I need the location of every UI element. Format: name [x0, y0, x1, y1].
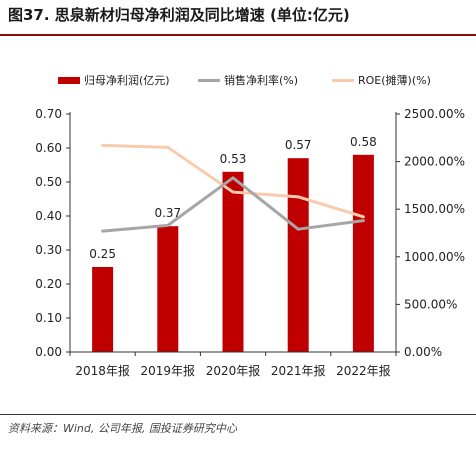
- footer-rule: [0, 414, 476, 415]
- right-axis-tick-label: 0.00%: [404, 345, 442, 359]
- line-net-margin: [101, 176, 365, 233]
- legend-item-margin: 销售净利率(%): [198, 72, 298, 88]
- bar-profit: [352, 154, 374, 352]
- right-axis-tick-label: 1500.00%: [404, 202, 465, 216]
- legend-label-margin: 销售净利率(%): [224, 74, 299, 87]
- bar-profit: [157, 226, 179, 352]
- bar-profit: [222, 171, 244, 352]
- legend-swatch-roe: [332, 78, 354, 82]
- bar-data-label: 0.57: [285, 138, 312, 152]
- left-axis-tick-label: 0.70: [35, 107, 62, 121]
- legend-item-roe: ROE(摊薄)(%): [332, 72, 431, 88]
- x-axis-tick-label: 2022年报: [336, 363, 391, 378]
- right-axis-tick-label: 500.00%: [404, 297, 457, 311]
- left-axis-tick-label: 0.10: [35, 311, 62, 325]
- right-axis-tick-label: 1000.00%: [404, 250, 465, 264]
- bar-data-label: 0.37: [154, 206, 181, 220]
- bar-data-label: 0.25: [89, 247, 116, 261]
- legend-label-profit: 归母净利润(亿元): [84, 74, 170, 87]
- bar-data-label: 0.58: [350, 135, 377, 149]
- left-axis-tick-label: 0.40: [35, 209, 62, 223]
- legend-swatch-profit: [58, 76, 80, 84]
- right-axis-tick-label: 2500.00%: [404, 107, 465, 121]
- bar-profit: [92, 267, 114, 352]
- bar-data-label: 0.53: [220, 152, 247, 166]
- x-axis-tick-label: 2019年报: [141, 363, 196, 378]
- page-title: 图37. 思泉新材归母净利润及同比增速 (单位:亿元): [8, 6, 350, 24]
- source-note: 资料来源：Wind, 公司年报, 国投证券研究中心: [8, 422, 237, 435]
- legend-item-profit: 归母净利润(亿元): [58, 72, 170, 88]
- left-axis-tick-label: 0.50: [35, 175, 62, 189]
- left-axis-tick-label: 0.00: [35, 345, 62, 359]
- left-axis-tick-label: 0.30: [35, 243, 62, 257]
- title-rule: [0, 34, 476, 36]
- x-axis-tick-label: 2020年报: [206, 363, 261, 378]
- bar-profit: [287, 158, 309, 352]
- line-roe: [101, 143, 365, 219]
- x-axis-tick-label: 2021年报: [271, 363, 326, 378]
- legend-label-roe: ROE(摊薄)(%): [358, 74, 431, 87]
- left-axis-tick-label: 0.60: [35, 141, 62, 155]
- left-axis-tick-label: 0.20: [35, 277, 62, 291]
- x-axis-tick-label: 2018年报: [75, 363, 130, 378]
- right-axis-tick-label: 2000.00%: [404, 155, 465, 169]
- legend-swatch-margin: [198, 78, 220, 82]
- chart-legend: 归母净利润(亿元) 销售净利率(%) ROE(摊薄)(%): [0, 72, 476, 92]
